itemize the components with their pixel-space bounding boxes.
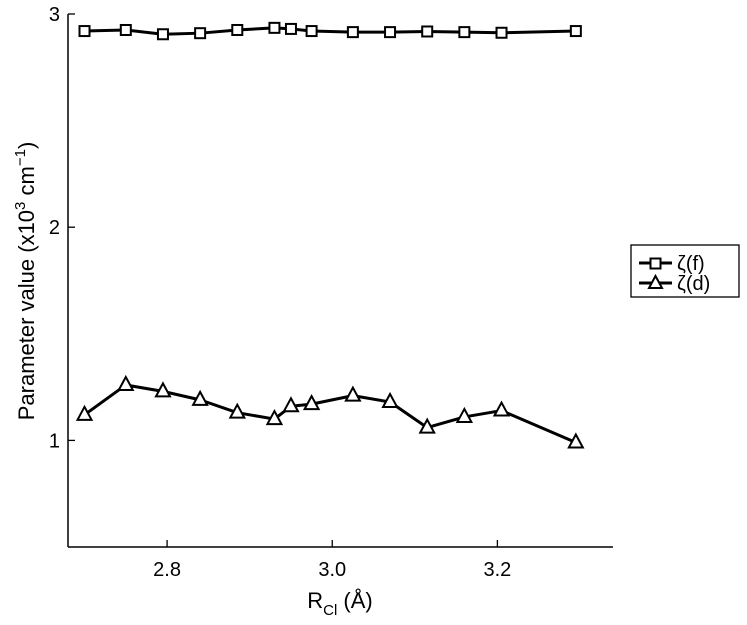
legend-entry-zeta-f: ζ(f) — [639, 253, 705, 275]
data-point-zeta-d — [154, 381, 172, 398]
data-point-zeta-d — [492, 400, 511, 417]
plot-area: 1 2 3 2.8 3.0 3.2 — [49, 4, 613, 581]
data-point-zeta-f — [284, 22, 297, 35]
data-point-zeta-d — [302, 394, 321, 411]
data-point-zeta-f — [384, 26, 397, 39]
data-point-zeta-f — [495, 26, 508, 39]
x-tick-label: 3.0 — [318, 559, 346, 581]
data-point-zeta-f — [458, 26, 471, 39]
data-point-zeta-d — [455, 406, 474, 423]
data-point-zeta-f — [268, 21, 281, 34]
y-axis-label: Parameter value (x103 cm−1) — [12, 142, 39, 421]
data-point-zeta-d — [282, 396, 300, 413]
data-point-zeta-d — [191, 389, 209, 406]
data-point-zeta-f — [305, 25, 318, 38]
x-ticks: 2.8 3.0 3.2 — [153, 540, 511, 581]
legend-label-zeta-d: ζ(d) — [677, 273, 710, 295]
data-point-zeta-d — [117, 374, 135, 391]
data-point-zeta-f — [119, 23, 132, 36]
data-point-zeta-d — [265, 408, 284, 426]
data-point-zeta-f — [346, 26, 359, 39]
x-tick-label: 2.8 — [153, 559, 181, 581]
x-tick-label: 3.2 — [483, 559, 511, 581]
data-point-zeta-f — [78, 25, 91, 38]
legend: ζ(f) ζ(d) — [630, 244, 740, 298]
data-point-zeta-f — [569, 25, 582, 38]
data-point-zeta-d — [418, 417, 436, 434]
data-point-zeta-f — [194, 27, 207, 40]
data-point-zeta-d — [567, 432, 585, 449]
data-point-zeta-d — [75, 404, 94, 421]
y-ticks: 1 2 3 — [49, 4, 75, 452]
legend-label-zeta-f: ζ(f) — [677, 253, 705, 275]
x-axis-label: RCl (Å) — [307, 588, 373, 619]
series-layer — [75, 21, 585, 449]
data-point-zeta-f — [156, 28, 169, 41]
y-tick-label: 2 — [49, 217, 60, 239]
data-point-zeta-d — [381, 391, 399, 409]
series-line-zeta-f — [84, 26, 576, 36]
legend-marker-square — [649, 257, 662, 270]
y-tick-label: 1 — [49, 430, 60, 452]
legend-entry-zeta-d: ζ(d) — [639, 273, 710, 295]
data-point-zeta-f — [421, 25, 434, 38]
data-point-zeta-d — [344, 385, 362, 402]
y-tick-label: 3 — [49, 4, 60, 26]
data-point-zeta-f — [231, 23, 244, 36]
legend-marker-triangle — [647, 273, 664, 289]
data-point-zeta-d — [228, 402, 246, 419]
